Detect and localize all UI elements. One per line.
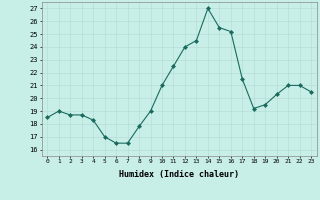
X-axis label: Humidex (Indice chaleur): Humidex (Indice chaleur) [119,170,239,179]
